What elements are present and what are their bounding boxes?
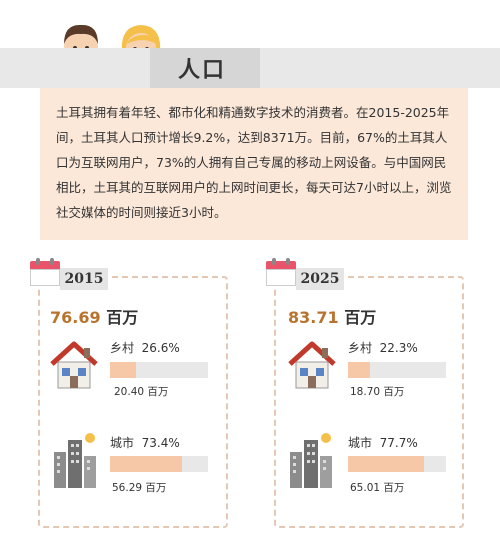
rural-row-2015: 乡村 26.6% bbox=[110, 339, 180, 356]
rural-label: 乡村 bbox=[110, 341, 135, 355]
card-2025 bbox=[274, 276, 464, 528]
rural-value-2015: 20.40 百万 bbox=[114, 386, 169, 398]
rural-bar-2015 bbox=[110, 362, 137, 378]
section-title: 人口 bbox=[178, 58, 227, 83]
urban-value-2025: 65.01 百万 bbox=[350, 482, 405, 494]
urban-bar-track-2025 bbox=[348, 456, 446, 472]
rural-bar-track-2025 bbox=[348, 362, 446, 378]
urban-row-2025: 城市 77.7% bbox=[348, 434, 418, 451]
urban-row-2015: 城市 73.4% bbox=[110, 434, 180, 451]
urban-value-2015: 56.29 百万 bbox=[112, 482, 167, 494]
rural-bar-2025 bbox=[348, 362, 370, 378]
header-title-background bbox=[150, 48, 260, 88]
year-label-2015: 2015 bbox=[60, 268, 108, 290]
city-buildings-icon bbox=[54, 433, 96, 488]
card-2015 bbox=[38, 276, 228, 528]
total-population-2015: 76.69 百万 bbox=[50, 304, 138, 328]
intro-box bbox=[40, 88, 468, 240]
total-value: 83.71 bbox=[288, 308, 339, 327]
city-buildings-icon bbox=[290, 433, 332, 488]
house-icon bbox=[288, 341, 336, 389]
urban-bar-track-2015 bbox=[110, 456, 208, 472]
intro-text: 土耳其拥有着年轻、都市化和精通数字技术的消费者。在2015-2025年间，土耳其… bbox=[56, 105, 452, 220]
rural-bar-track-2015 bbox=[110, 362, 208, 378]
urban-bar-2025 bbox=[348, 456, 425, 472]
calendar-icon bbox=[266, 258, 296, 286]
urban-percent: 77.7% bbox=[379, 436, 418, 450]
total-value: 76.69 bbox=[50, 308, 101, 327]
rural-row-2025: 乡村 22.3% bbox=[348, 339, 418, 356]
total-population-2025: 83.71 百万 bbox=[288, 304, 376, 328]
house-icon bbox=[50, 341, 98, 389]
calendar-icon bbox=[30, 258, 60, 286]
total-unit: 百万 bbox=[344, 308, 377, 327]
urban-label: 城市 bbox=[348, 436, 373, 450]
rural-percent: 26.6% bbox=[141, 341, 180, 355]
rural-percent: 22.3% bbox=[379, 341, 418, 355]
rural-value-2025: 18.70 百万 bbox=[350, 386, 405, 398]
urban-bar-2015 bbox=[110, 456, 182, 472]
year-label-2025: 2025 bbox=[296, 268, 344, 290]
urban-label: 城市 bbox=[110, 436, 135, 450]
total-unit: 百万 bbox=[106, 308, 139, 327]
urban-percent: 73.4% bbox=[141, 436, 180, 450]
rural-label: 乡村 bbox=[348, 341, 373, 355]
